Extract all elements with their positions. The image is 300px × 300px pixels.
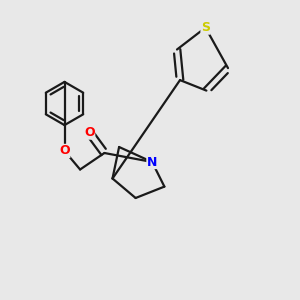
Text: S: S xyxy=(201,21,210,34)
Text: O: O xyxy=(59,144,70,158)
Text: O: O xyxy=(84,126,95,139)
Text: N: N xyxy=(147,155,157,169)
